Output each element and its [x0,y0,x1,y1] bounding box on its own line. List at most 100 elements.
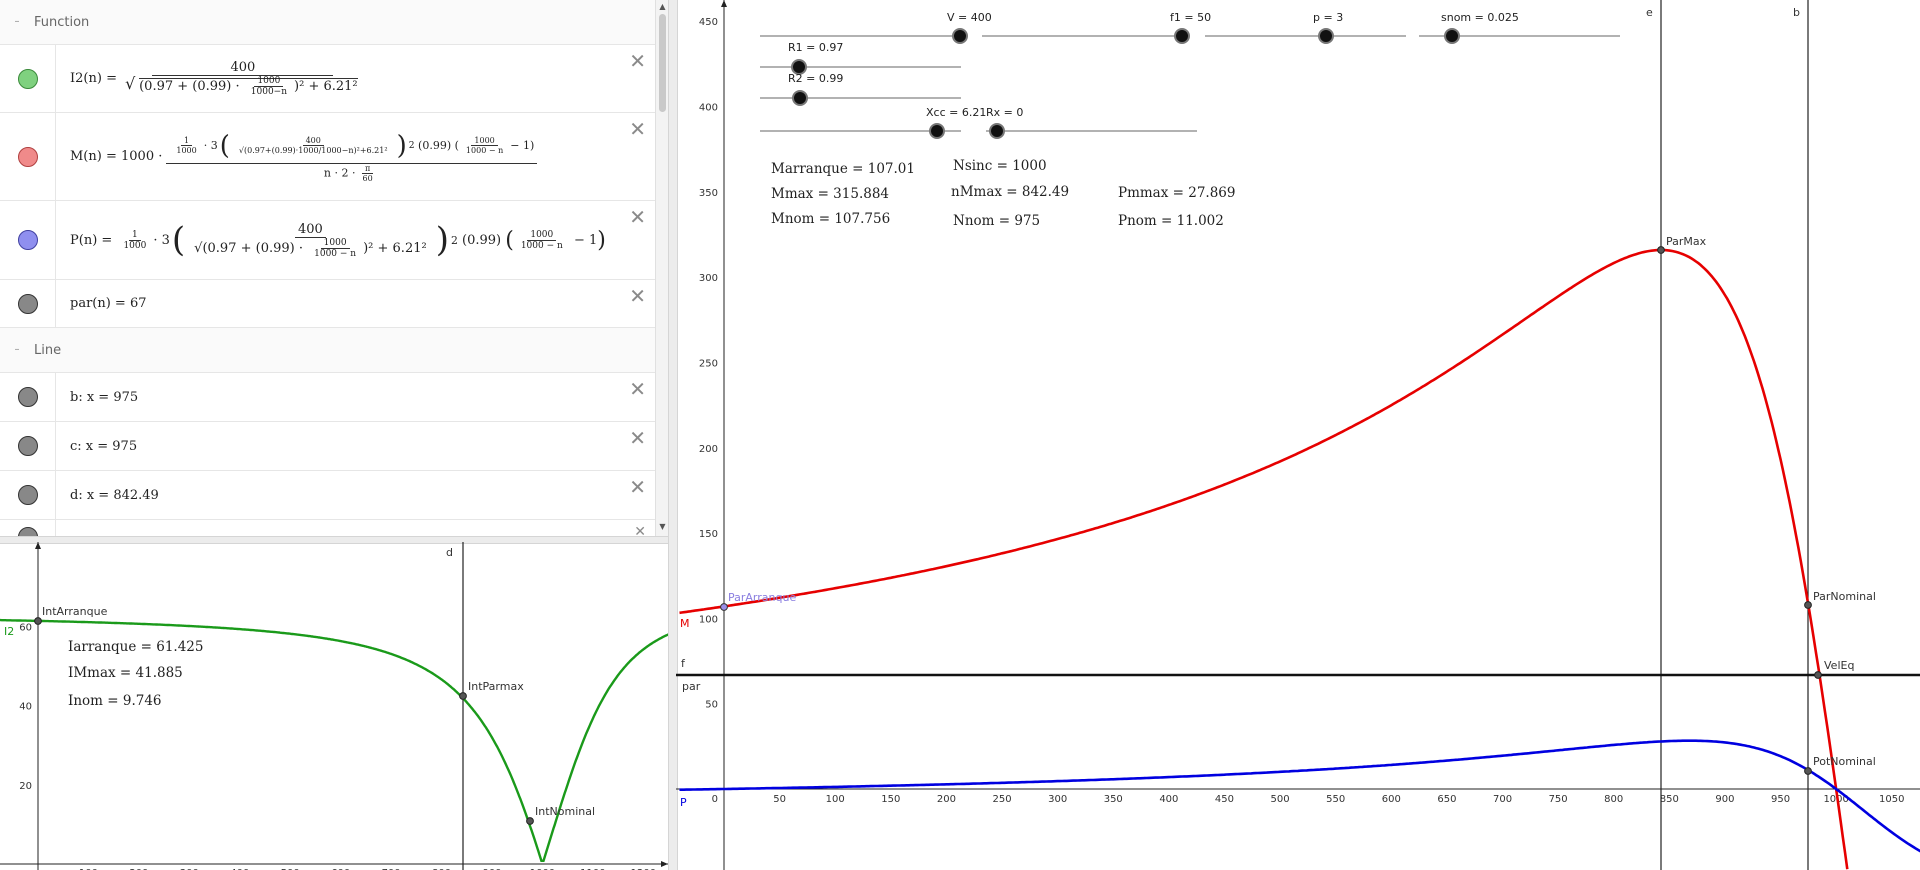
visibility-toggle-icon[interactable] [17,146,38,167]
view-separator-horizontal[interactable] [0,536,668,544]
y-tick-label: 200 [699,444,718,455]
visibility-toggle-icon[interactable] [17,436,38,456]
delete-icon[interactable]: ✕ [629,475,646,499]
point-parnominal[interactable] [1804,601,1812,609]
expression-i2[interactable]: I2(n) = 400 √ (0.97 + (0.99) · 1000 1000−… [70,60,358,97]
y-tick-label: 400 [699,103,718,114]
scroll-down-icon[interactable]: ▼ [659,522,666,531]
group-header-line[interactable]: – Line [0,328,668,373]
slider-xcc[interactable]: Xcc = 6.21 [760,106,986,139]
algebra-row-line-b[interactable]: b: x = 975 ✕ [0,373,668,422]
expression-line-d[interactable]: d: x = 842.49 [70,487,159,503]
x-tick-label: 1200 [631,868,656,870]
slider-handle[interactable] [792,90,808,106]
visibility-toggle-icon[interactable] [17,230,38,250]
delete-icon[interactable]: ✕ [629,49,646,73]
point-label-parnominal: ParNominal [1813,590,1876,603]
value-marranque[interactable]: Marranque = 107.01 [771,161,915,177]
visibility-toggle-icon[interactable] [17,293,38,314]
algebra-scrollbar[interactable]: ▲ ▼ [655,0,668,536]
slider-label: p = 3 [1313,11,1343,24]
point-pararranque[interactable] [720,603,728,611]
slider-handle[interactable] [1174,28,1190,44]
slider-p[interactable]: p = 3 [1205,11,1406,44]
x-tick-label: 550 [1326,794,1345,805]
algebra-row-i2[interactable]: I2(n) = 400 √ (0.97 + (0.99) · 1000 1000−… [0,45,668,113]
visibility-toggle-icon[interactable] [17,485,38,505]
slider-handle[interactable] [1444,28,1460,44]
algebra-row-line-c[interactable]: c: x = 975 ✕ [0,422,668,471]
value-immax[interactable]: IMmax = 41.885 [68,665,183,681]
slider-handle[interactable] [952,28,968,44]
expression-line-b[interactable]: b: x = 975 [70,389,139,405]
delete-icon[interactable]: ✕ [629,377,646,401]
slider-handle[interactable] [929,123,945,139]
x-tick-label: 600 [331,868,350,870]
slider-r1[interactable]: R1 = 0.97 [760,41,961,75]
slider-handle[interactable] [1318,28,1334,44]
algebra-row-partial[interactable]: ✕ [0,520,668,536]
delete-icon[interactable]: ✕ [629,117,646,141]
graphics-view-2[interactable]: 0 50 100 150 200 250 300 350 400 450 500 550 600 650 7… [676,0,1920,870]
value-nnom[interactable]: Nnom = 975 [953,213,1040,229]
collapse-toggle-icon[interactable]: – [14,344,20,355]
expression-m[interactable]: M(n) = 1000 · 1 1000 · 3 ( 400 √(0.97+(0.9… [56,131,541,183]
delete-icon[interactable]: ✕ [629,426,646,450]
slider-handle[interactable] [989,123,1005,139]
scroll-thumb[interactable] [659,14,666,112]
x-tick-label: 1050 [1879,794,1904,805]
algebra-row-par[interactable]: par(n) = 67 ✕ [0,280,668,328]
point-label-veleq: VelEq [1824,659,1854,672]
expression-line-c[interactable]: c: x = 975 [70,438,138,454]
expression-par[interactable]: par(n) = 67 [70,296,147,311]
x-tick-label: 650 [1437,794,1456,805]
visibility-toggle-icon[interactable] [17,387,38,407]
point-parmax[interactable] [1657,246,1665,254]
x-tick-label: 50 [773,794,786,805]
scroll-up-icon[interactable]: ▲ [659,2,666,11]
delete-icon[interactable]: ✕ [629,284,646,308]
point-intnominal[interactable] [526,817,534,825]
line-label-f: f [681,657,686,670]
value-nsinc[interactable]: Nsinc = 1000 [953,158,1047,174]
x-axis-arrow-icon [661,861,668,867]
value-nmmax[interactable]: nMmax = 842.49 [951,184,1069,200]
slider-handle[interactable] [791,59,807,75]
visibility-toggle-icon[interactable] [17,527,38,536]
value-iarranque[interactable]: Iarranque = 61.425 [68,639,204,655]
algebra-row-p[interactable]: P(n) = 1 1000 · 3 ( 400 √(0.97 + (0.99) ·… [0,201,668,280]
value-pmmax[interactable]: Pmmax = 27.869 [1118,185,1235,201]
point-intparmax[interactable] [459,692,467,700]
visibility-toggle-icon[interactable] [17,68,38,89]
slider-snom[interactable]: snom = 0.025 [1419,11,1620,44]
curve-i2[interactable] [0,618,668,862]
algebra-row-m[interactable]: M(n) = 1000 · 1 1000 · 3 ( 400 √(0.97+(0.9… [0,113,668,201]
curve-m[interactable] [679,248,1849,870]
line-label-par: par [682,680,701,693]
point-veleq[interactable] [1814,671,1822,679]
graphics-view-1[interactable]: 100200300400500600700800900100011001200 … [0,542,668,870]
delete-icon[interactable]: ✕ [629,205,646,229]
point-intarranque[interactable] [34,617,42,625]
group-header-function[interactable]: – Function [0,0,668,45]
slider-rx[interactable]: Rx = 0 [986,106,1197,139]
curve-p[interactable] [679,739,1920,860]
value-mmax[interactable]: Mmax = 315.884 [771,186,889,202]
slider-v[interactable]: V = 400 [760,11,992,44]
delete-icon[interactable]: ✕ [634,524,646,536]
curve-label-m: M [680,617,690,630]
x-tick-label: 500 [1271,794,1290,805]
slider-label: R1 = 0.97 [788,41,843,54]
x-tick-label: 300 [1048,794,1067,805]
view-separator-vertical[interactable] [668,0,678,870]
slider-label: R2 = 0.99 [788,72,843,85]
slider-f1[interactable]: f1 = 50 [982,11,1211,44]
value-inom[interactable]: Inom = 9.746 [68,693,162,709]
point-potnominal[interactable] [1804,767,1812,775]
value-pnom[interactable]: Pnom = 11.002 [1118,213,1224,229]
slider-r2[interactable]: R2 = 0.99 [760,72,961,106]
algebra-row-line-d[interactable]: d: x = 842.49 ✕ [0,471,668,520]
value-mnom[interactable]: Mnom = 107.756 [771,211,890,227]
expression-p[interactable]: P(n) = 1 1000 · 3 ( 400 √(0.97 + (0.99) ·… [70,220,606,260]
collapse-toggle-icon[interactable]: – [14,16,20,27]
